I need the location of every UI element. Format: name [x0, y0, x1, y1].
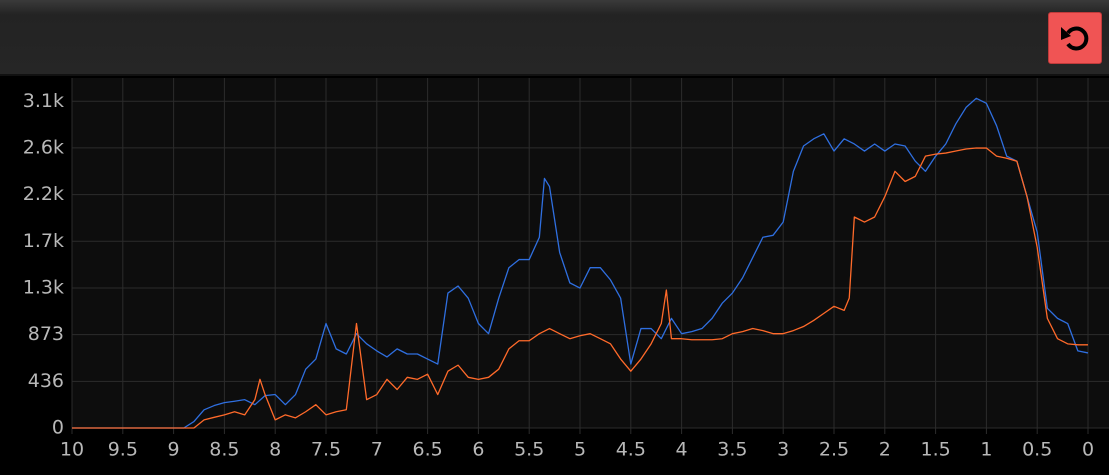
- x-tick-label: 3: [777, 439, 789, 461]
- x-tick-label: 5.5: [514, 439, 544, 461]
- x-tick-label: 10: [60, 439, 84, 461]
- y-tick-label: 3.1k: [23, 90, 64, 112]
- x-tick-label: 1.5: [920, 439, 950, 461]
- y-tick-label: 1.3k: [23, 277, 64, 299]
- x-tick-label: 9: [168, 439, 180, 461]
- x-tick-label: 3.5: [717, 439, 747, 461]
- y-tick-label: 2.2k: [23, 183, 64, 205]
- x-tick-label: 1: [980, 439, 992, 461]
- x-tick-label: 4.5: [616, 439, 646, 461]
- plot-area: [72, 78, 1109, 428]
- x-tick-label: 2.5: [819, 439, 849, 461]
- x-tick-label: 0.5: [1022, 439, 1052, 461]
- reset-button[interactable]: [1048, 12, 1102, 64]
- y-tick-label: 873: [28, 323, 64, 345]
- x-tick-label: 8: [269, 439, 281, 461]
- series-line: [72, 147, 1088, 429]
- x-tick-label: 4: [676, 439, 688, 461]
- x-tick-label: 6: [472, 439, 484, 461]
- toolbar: [0, 0, 1109, 76]
- x-tick-label: 7.5: [311, 439, 341, 461]
- x-tick-label: 7: [371, 439, 383, 461]
- series-line: [72, 97, 1089, 429]
- y-tick-label: 2.6k: [23, 136, 64, 158]
- y-tick-label: 1.7k: [23, 230, 64, 252]
- reset-icon: [1061, 26, 1089, 51]
- x-tick-label: 5: [574, 439, 586, 461]
- y-tick-label: 436: [28, 370, 64, 392]
- x-tick-label: 9.5: [108, 439, 138, 461]
- x-tick-label: 6.5: [412, 439, 442, 461]
- x-tick-label: 2: [879, 439, 891, 461]
- y-tick-label: 0: [52, 417, 64, 439]
- x-tick-label: 8.5: [209, 439, 239, 461]
- x-tick-label: 0: [1082, 439, 1094, 461]
